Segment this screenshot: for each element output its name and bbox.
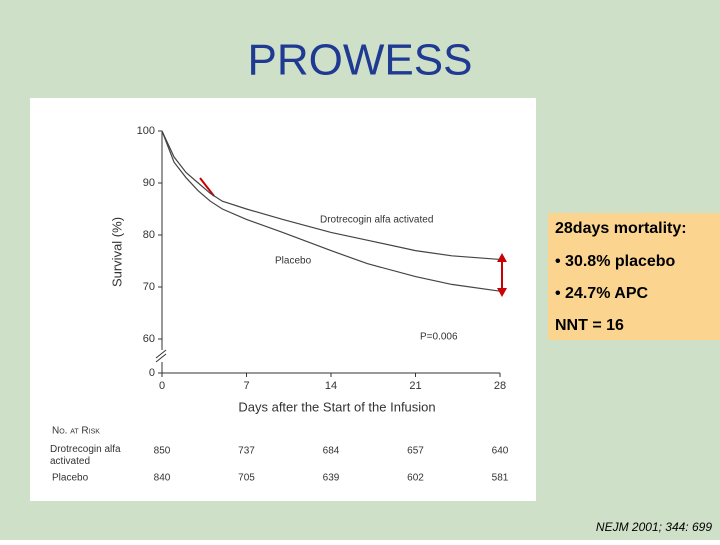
x-tick-label: 7 bbox=[243, 380, 249, 392]
difference-arrow bbox=[199, 177, 215, 197]
x-tick-label: 0 bbox=[159, 380, 165, 392]
arrow-head bbox=[497, 288, 507, 297]
figure-panel bbox=[30, 98, 536, 501]
risk-count: 684 bbox=[323, 446, 340, 457]
risk-count: 581 bbox=[492, 473, 509, 484]
callout-footer: NNT = 16 bbox=[555, 317, 624, 334]
x-tick-label: 21 bbox=[409, 380, 421, 392]
risk-count: 640 bbox=[492, 446, 509, 457]
callout-item: • 24.7% APC bbox=[555, 285, 648, 302]
y-tick-label: 100 bbox=[137, 125, 155, 137]
x-axis-label: Days after the Start of the Infusion bbox=[238, 399, 435, 414]
x-tick-label: 28 bbox=[494, 380, 506, 392]
risk-row-label: Placebo bbox=[52, 473, 89, 484]
y-tick-label: 90 bbox=[143, 177, 155, 189]
risk-count: 840 bbox=[154, 473, 171, 484]
risk-row-label-box: Drotrecogin alfa activated bbox=[50, 444, 121, 467]
callout-box bbox=[548, 213, 720, 340]
risk-table-title: No. at Risk bbox=[52, 426, 100, 437]
citation: NEJM 2001; 344: 699 bbox=[596, 520, 712, 534]
series-label: Placebo bbox=[275, 256, 312, 267]
callout-heading: 28days mortality: bbox=[555, 220, 687, 237]
risk-count: 657 bbox=[407, 446, 424, 457]
survival-curve bbox=[161, 130, 501, 261]
risk-count: 850 bbox=[154, 446, 171, 457]
survival-curve bbox=[161, 130, 501, 292]
axis-break bbox=[155, 353, 167, 363]
callout-item: • 30.8% placebo bbox=[555, 253, 676, 270]
y-tick-label: 0 bbox=[149, 367, 155, 379]
y-tick-label: 80 bbox=[143, 229, 155, 241]
y-axis-label: Survival (%) bbox=[109, 217, 124, 287]
risk-count: 705 bbox=[238, 473, 255, 484]
annotation: P=0.006 bbox=[420, 332, 458, 343]
slide-title: PROWESS bbox=[248, 36, 473, 85]
series-label: Drotrecogin alfa activated bbox=[320, 215, 433, 226]
risk-row-label: Drotrecogin alfa activated bbox=[50, 444, 121, 467]
x-tick-label: 14 bbox=[325, 380, 337, 392]
axis-break bbox=[155, 349, 167, 359]
y-tick-label: 70 bbox=[143, 281, 155, 293]
y-tick-label: 60 bbox=[143, 333, 155, 345]
risk-count: 737 bbox=[238, 446, 255, 457]
risk-count: 602 bbox=[407, 473, 424, 484]
risk-count: 639 bbox=[323, 473, 340, 484]
